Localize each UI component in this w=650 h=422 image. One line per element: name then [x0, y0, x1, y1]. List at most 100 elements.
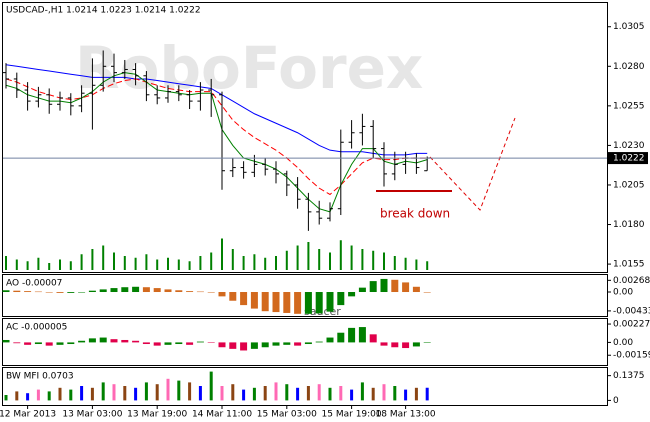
- x-tick-label: 15 Mar 03:00: [257, 410, 317, 420]
- oscillator-bar: [153, 288, 161, 293]
- mfi-bar: [414, 387, 418, 401]
- volume-bar: [177, 259, 180, 270]
- watermark: RoboForex: [75, 34, 423, 102]
- volume-bar: [188, 261, 191, 270]
- volume-bar: [5, 256, 7, 270]
- oscillator-bar: [272, 342, 280, 346]
- volume-bar: [361, 249, 364, 270]
- y-tick-label: -0.00159: [613, 351, 650, 361]
- oscillator-bar: [337, 332, 345, 343]
- oscillator-bar: [207, 292, 215, 293]
- volume-bar: [275, 256, 277, 270]
- mfi-bar: [252, 387, 256, 401]
- volume-bar: [426, 261, 429, 270]
- oscillator-bar: [164, 289, 172, 293]
- volume-bar: [329, 252, 331, 270]
- mfi-bar: [350, 389, 354, 401]
- y-tick-label: 0: [613, 396, 619, 406]
- moving-average: [5, 72, 428, 213]
- oscillator-bar: [132, 286, 140, 293]
- oscillator-bar: [78, 340, 86, 343]
- y-tick-label: 1.0205: [613, 180, 645, 190]
- volume-bar: [167, 257, 169, 270]
- mfi-bar: [177, 380, 181, 401]
- y-tick-label: 1.0280: [613, 62, 645, 72]
- volume-bar: [231, 249, 234, 270]
- volume-bar: [415, 259, 418, 270]
- oscillator-bar: [186, 291, 194, 293]
- oscillator-bar: [261, 342, 269, 348]
- mfi-bar: [220, 386, 224, 401]
- mfi-bar: [231, 384, 235, 401]
- volume-bar: [242, 256, 245, 270]
- oscillator-bar: [348, 292, 356, 297]
- oscillator-bar: [99, 337, 107, 343]
- oscillator-bar: [315, 292, 323, 314]
- oscillator-bar: [391, 342, 399, 348]
- volume-bar: [296, 245, 299, 270]
- volume-bar: [339, 240, 342, 270]
- mfi-bar: [263, 386, 267, 401]
- last-price-box: [608, 152, 648, 165]
- oscillator-bar: [423, 292, 431, 293]
- oscillator-bar: [45, 342, 53, 346]
- oscillator-bar: [402, 282, 410, 293]
- forecast-line: [429, 117, 516, 211]
- volume-bar: [102, 245, 105, 270]
- mfi-bar: [69, 389, 73, 401]
- mfi-bar: [393, 386, 397, 401]
- volume-bar: [393, 256, 396, 270]
- volume-bar: [26, 261, 29, 270]
- volume-bar: [318, 249, 321, 270]
- volume-bar: [48, 263, 51, 270]
- oscillator-bar: [24, 342, 32, 345]
- oscillator-bar: [423, 342, 431, 343]
- volume-bar: [210, 252, 213, 270]
- oscillator-bar: [240, 342, 248, 351]
- mfi-bar: [285, 384, 289, 401]
- oscillator-bar: [24, 291, 32, 293]
- volume-bar: [123, 256, 126, 270]
- volume-bar: [253, 254, 256, 270]
- volume-bar: [404, 257, 407, 270]
- y-tick-label: 0.00: [613, 288, 633, 298]
- last-price-label: 1.0222: [613, 154, 645, 164]
- oscillator-bar: [142, 342, 150, 345]
- volume-bar: [37, 257, 40, 270]
- y-tick-label: 0.002275: [613, 320, 650, 330]
- oscillator-bar: [294, 342, 302, 346]
- mfi-bar: [209, 371, 213, 401]
- oscillator-bar: [196, 291, 204, 293]
- oscillator-bar: [186, 342, 194, 345]
- x-tick-label: 15 Mar 19:00: [322, 410, 382, 420]
- oscillator-bar: [391, 279, 399, 293]
- oscillator-bar: [380, 278, 388, 293]
- oscillator-bar: [164, 342, 172, 345]
- y-tick-label: 0.1375: [613, 371, 645, 381]
- oscillator-bar: [132, 340, 140, 343]
- x-tick-label: 12 Mar 2013: [0, 410, 56, 420]
- oscillator-bar: [369, 334, 377, 343]
- volume-bar: [134, 257, 137, 270]
- mfi-bar: [404, 389, 408, 401]
- price-panel: [2, 2, 608, 273]
- volume-bar: [307, 242, 310, 270]
- volume-bar: [113, 252, 115, 270]
- oscillator-bar: [196, 341, 204, 343]
- mfi-bar: [36, 389, 40, 401]
- mfi-bar: [425, 387, 429, 401]
- mfi-bar: [134, 387, 138, 401]
- mfi-bar: [101, 382, 105, 401]
- volume-bar: [15, 259, 18, 270]
- mfi-bar: [4, 395, 8, 401]
- y-tick-label: -0.00433: [613, 306, 650, 316]
- oscillator-bar: [315, 341, 323, 343]
- mfi-bar: [382, 384, 386, 401]
- oscillator-bar: [175, 290, 183, 293]
- oscillator-bar: [380, 342, 388, 346]
- oscillator-bar: [13, 290, 21, 293]
- mfi-bar: [339, 386, 343, 401]
- oscillator-bar: [67, 342, 75, 345]
- mfi-bar: [166, 378, 170, 401]
- mfi-bar: [123, 386, 127, 401]
